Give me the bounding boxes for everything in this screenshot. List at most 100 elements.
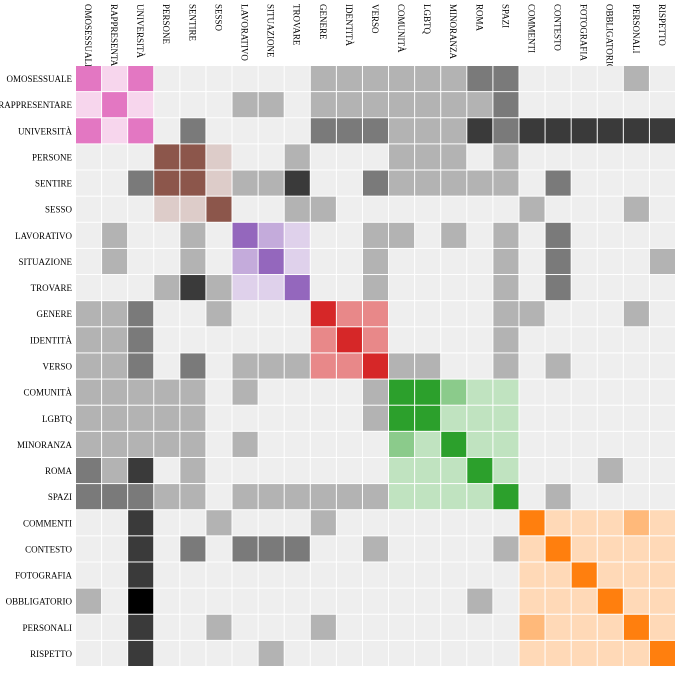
- cell-persone-spazi: [493, 144, 519, 170]
- cell-identità-rispetto: [649, 327, 675, 353]
- cell-identità-minoranza: [441, 327, 467, 353]
- cell-identità-identità: [336, 327, 362, 353]
- cell-roma-roma: [467, 457, 493, 484]
- cell-persone-minoranza: [441, 144, 467, 170]
- cell-lgbtq-rispetto: [649, 405, 675, 431]
- cell-lgbtq-sesso: [206, 405, 232, 431]
- cell-roma-obbligatorio: [597, 457, 623, 484]
- cell-lavorativo-persone: [154, 222, 180, 248]
- row-label-situazione: SITUAZIONE: [19, 257, 73, 267]
- cell-comunità-fotografia: [571, 379, 597, 405]
- cell-rispetto-obbligatorio: [597, 640, 623, 666]
- column-label-spazi: SPAZI: [500, 4, 510, 28]
- cell-minoranza-situazione: [258, 431, 284, 457]
- cell-lgbtq-personali: [623, 405, 649, 431]
- cell-sentire-personali: [623, 170, 649, 196]
- cell-università-obbligatorio: [597, 118, 623, 144]
- cell-spazi-omosessuali: [76, 484, 102, 510]
- cell-situazione-verso: [362, 248, 389, 275]
- cell-trovare-commenti: [519, 275, 545, 301]
- cell-contesto-situazione: [258, 536, 284, 562]
- cell-università-situazione: [258, 118, 284, 144]
- cell-persone-trovare: [284, 144, 310, 170]
- cell-identità-persone: [154, 327, 180, 353]
- cell-rappresentare-trovare: [284, 92, 310, 118]
- column-label-obbligatorio: OBBLIGATORIO: [605, 4, 615, 71]
- cell-persone-fotografia: [571, 144, 597, 170]
- cell-rappresentare-università: [128, 92, 154, 118]
- row-label-sesso: SESSO: [45, 205, 73, 215]
- cell-lgbtq-sentire: [180, 405, 206, 431]
- cell-personali-sentire: [180, 614, 206, 640]
- cell-comunità-lavorativo: [232, 379, 258, 405]
- cell-contesto-rispetto: [649, 536, 675, 562]
- column-label-trovare: TROVARE: [292, 4, 302, 46]
- cell-omosessuale-commenti: [519, 66, 545, 92]
- cell-sesso-università: [128, 196, 154, 222]
- column-label-comunità: COMUNITÀ: [396, 4, 406, 53]
- cell-persone-persone: [154, 144, 180, 170]
- cell-personali-omosessuali: [76, 614, 102, 640]
- cell-situazione-obbligatorio: [597, 248, 623, 275]
- cell-lgbtq-identità: [336, 405, 362, 431]
- row-label-fotografia: FOTOGRAFIA: [15, 571, 72, 581]
- cell-omosessuale-verso: [362, 66, 389, 92]
- cell-trovare-trovare: [284, 275, 310, 301]
- column-label-università: UNIVERSITÀ: [135, 4, 145, 58]
- cell-sesso-commenti: [519, 196, 545, 222]
- cell-rispetto-rappresenta: [102, 640, 128, 666]
- cell-genere-persone: [154, 301, 180, 327]
- cell-fotografia-verso: [362, 562, 389, 588]
- cell-sentire-situazione: [258, 170, 284, 196]
- cell-università-personali: [623, 118, 649, 144]
- cell-sentire-minoranza: [441, 170, 467, 196]
- cell-fotografia-commenti: [519, 562, 545, 588]
- cell-università-lgbtq: [415, 118, 441, 144]
- cell-trovare-rappresenta: [102, 275, 128, 301]
- cell-comunità-commenti: [519, 379, 545, 405]
- cell-università-contesto: [545, 118, 571, 144]
- cell-lgbtq-commenti: [519, 405, 545, 431]
- cell-rappresentare-roma: [467, 92, 493, 118]
- cell-fotografia-lavorativo: [232, 562, 258, 588]
- cell-sesso-verso: [362, 196, 389, 222]
- cell-rispetto-personali: [623, 640, 649, 666]
- row-label-spazi: SPAZI: [48, 492, 72, 502]
- cell-genere-minoranza: [441, 301, 467, 327]
- cell-roma-rappresenta: [102, 457, 128, 484]
- cell-contesto-identità: [336, 536, 362, 562]
- cell-contesto-contesto: [545, 536, 571, 562]
- cell-identità-trovare: [284, 327, 310, 353]
- cell-lavorativo-comunità: [389, 222, 415, 248]
- cell-obbligatorio-sentire: [180, 588, 206, 614]
- cell-rispetto-fotografia: [571, 640, 597, 666]
- cell-commenti-genere: [310, 510, 336, 536]
- cell-commenti-omosessuali: [76, 510, 102, 536]
- row-label-verso: VERSO: [42, 362, 72, 372]
- cell-genere-università: [128, 301, 154, 327]
- cell-persone-comunità: [389, 144, 415, 170]
- cell-roma-trovare: [284, 457, 310, 484]
- cell-comunità-contesto: [545, 379, 571, 405]
- cell-lgbtq-genere: [310, 405, 336, 431]
- row-label-rappresentare: RAPPRESENTARE: [0, 100, 72, 110]
- cell-omosessuale-rappresenta: [102, 66, 128, 92]
- cell-personali-lavorativo: [232, 614, 258, 640]
- cell-roma-identità: [336, 457, 362, 484]
- cell-lavorativo-fotografia: [571, 222, 597, 248]
- cell-università-trovare: [284, 118, 310, 144]
- cell-rappresentare-minoranza: [441, 92, 467, 118]
- cell-persone-situazione: [258, 144, 284, 170]
- cell-rappresentare-persone: [154, 92, 180, 118]
- cell-fotografia-personali: [623, 562, 649, 588]
- column-label-sentire: SENTIRE: [187, 4, 197, 42]
- cell-obbligatorio-personali: [623, 588, 649, 614]
- column-label-genere: GENERE: [318, 4, 328, 40]
- cell-spazi-sentire: [180, 484, 206, 510]
- cell-roma-sentire: [180, 457, 206, 484]
- cell-spazi-sesso: [206, 484, 232, 510]
- cell-roma-omosessuali: [76, 457, 102, 484]
- cell-lgbtq-verso: [362, 405, 389, 431]
- cell-personali-genere: [310, 614, 336, 640]
- cell-commenti-fotografia: [571, 510, 597, 536]
